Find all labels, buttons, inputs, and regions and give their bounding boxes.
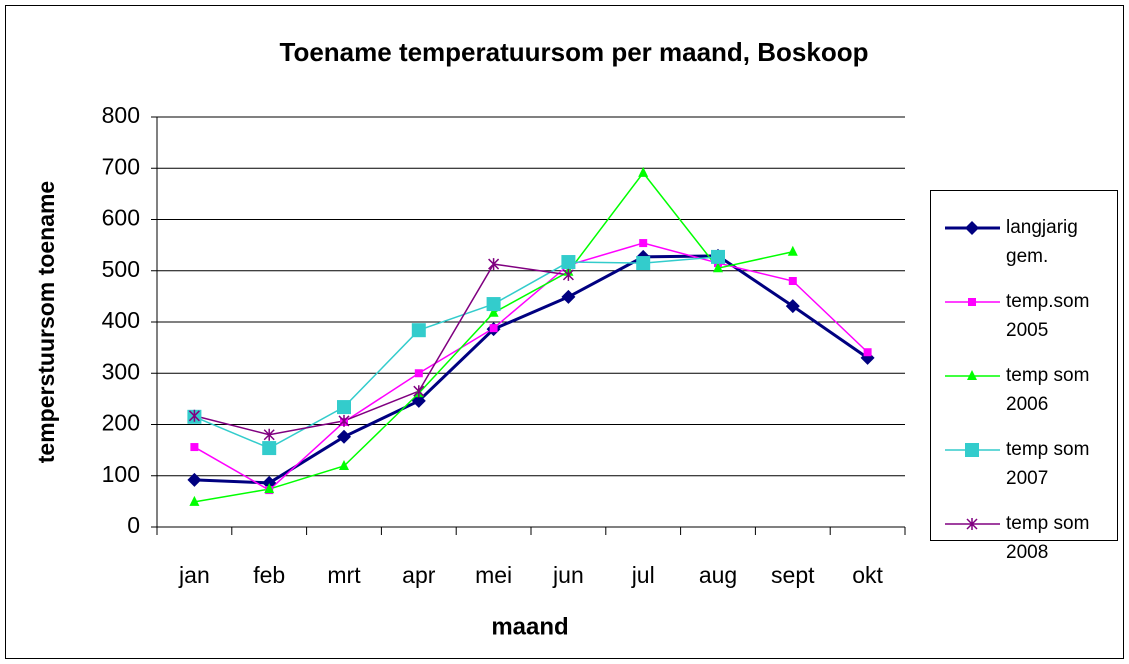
marker — [965, 443, 979, 457]
marker — [967, 370, 977, 380]
marker — [636, 256, 651, 271]
legend-label: langjarig gem. — [1006, 217, 1078, 267]
marker — [711, 249, 725, 264]
legend-label: temp som 2008 — [1006, 513, 1090, 563]
x-tick-label: apr — [402, 562, 436, 588]
marker — [788, 277, 797, 285]
marker — [713, 262, 723, 273]
legend-label: temp som 2007 — [1006, 439, 1090, 489]
y-tick-label: 100 — [102, 461, 140, 487]
marker — [339, 460, 349, 471]
x-tick-label: mrt — [327, 562, 361, 588]
marker — [638, 166, 649, 177]
legend-label: temp.som 2005 — [1006, 291, 1090, 341]
x-tick-label: jun — [552, 562, 584, 588]
y-tick-label: 500 — [102, 256, 140, 282]
marker — [489, 324, 498, 333]
marker — [262, 441, 277, 456]
marker — [337, 429, 351, 444]
marker — [414, 369, 423, 378]
y-axis-label: temperstuursom toename — [33, 181, 59, 463]
y-tick-label: 700 — [102, 153, 140, 179]
series-line — [194, 254, 869, 485]
marker — [189, 495, 200, 506]
x-tick-label: okt — [852, 562, 883, 588]
marker — [488, 306, 499, 317]
y-tick-label: 0 — [127, 512, 140, 538]
marker — [965, 221, 979, 235]
marker — [413, 385, 425, 398]
x-tick-label: sept — [771, 562, 815, 588]
marker — [966, 518, 978, 530]
marker — [187, 472, 202, 487]
marker — [411, 393, 426, 408]
marker — [263, 428, 275, 441]
marker — [785, 299, 800, 314]
x-tick-label: jan — [178, 562, 210, 588]
x-axis-label: maand — [491, 613, 568, 640]
y-tick-label: 200 — [102, 410, 140, 436]
marker — [338, 414, 350, 427]
marker — [561, 255, 576, 270]
marker — [787, 245, 798, 256]
marker — [337, 400, 351, 415]
x-tick-label: aug — [699, 562, 737, 588]
x-tick-label: mei — [475, 562, 512, 588]
series-line — [194, 242, 869, 492]
series-line — [194, 256, 719, 449]
marker — [190, 443, 199, 452]
chart-title: Toename temperatuursom per maand, Boskoo… — [280, 37, 869, 67]
y-tick-label: 600 — [102, 205, 140, 231]
x-tick-label: feb — [253, 562, 285, 588]
marker — [968, 298, 976, 306]
legend-box — [930, 190, 1118, 541]
y-tick-label: 800 — [102, 102, 140, 128]
series-line — [194, 263, 569, 436]
marker — [863, 348, 872, 357]
legend-label: temp som 2006 — [1006, 365, 1090, 415]
marker — [188, 409, 200, 422]
marker — [264, 483, 275, 494]
x-tick-label: jul — [631, 562, 655, 588]
marker — [488, 258, 500, 271]
marker — [639, 239, 648, 248]
marker — [562, 268, 574, 281]
marker — [411, 323, 426, 338]
marker — [486, 297, 501, 312]
y-tick-label: 400 — [102, 307, 140, 333]
y-tick-label: 300 — [102, 358, 140, 384]
marker — [561, 289, 576, 304]
